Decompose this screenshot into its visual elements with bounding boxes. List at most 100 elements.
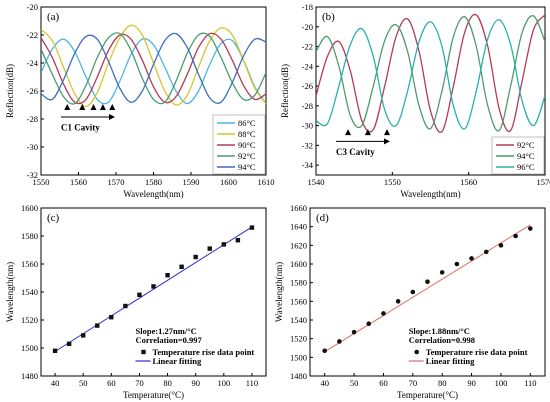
chart-panel-4: 40 50 60 70 80 90 100 110 1480 1500 1520 1540 1560 15… — [274, 203, 546, 400]
series-group — [316, 13, 545, 133]
x-tick-label: 1580 — [145, 177, 162, 187]
series-line-3 — [316, 19, 545, 130]
data-point — [137, 292, 142, 297]
x-tick-label: 90 — [467, 378, 476, 388]
y-axis-title: Wavelength(nm) — [274, 262, 284, 322]
panel-label: (c) — [47, 212, 60, 224]
data-point — [469, 256, 474, 261]
notch-marker — [345, 129, 352, 136]
stat-annotation: Slope:1.88nm/°C — [409, 326, 470, 336]
chart-panel-2: 1540 1550 1560 1570 -34 -32 -30 -28 -26 -24 -22 -20… — [280, 2, 550, 199]
y-tick-label: -30 — [27, 142, 38, 152]
stat-annotation: Slope:1.27nm/°C — [136, 326, 197, 336]
legend-point-swatch — [141, 349, 146, 355]
data-point — [52, 348, 58, 353]
notch-marker — [364, 129, 371, 136]
x-tick-label: 50 — [79, 378, 88, 388]
x-axis-title: Wavelength(nm) — [123, 189, 183, 199]
data-point — [151, 284, 156, 289]
y-tick-label: 1520 — [21, 315, 38, 325]
legend-label: Temperature rise data point — [153, 347, 255, 357]
series-group — [41, 24, 266, 108]
legend-label: 92°C — [517, 140, 535, 150]
series-line-3 — [41, 32, 266, 105]
panel-label: (d) — [316, 212, 329, 224]
legend-label: 86°C — [238, 118, 256, 128]
x-tick-label: 40 — [320, 378, 329, 388]
series-line-1 — [316, 13, 545, 133]
notch-marker — [99, 103, 106, 110]
x-tick-label: 1560 — [460, 177, 477, 187]
stat-annotation: Correlation=0.997 — [136, 335, 203, 345]
y-tick-label: 1580 — [21, 231, 38, 241]
legend-label: 90°C — [238, 140, 256, 150]
notch-marker — [64, 103, 71, 110]
y-tick-label: 1560 — [290, 296, 307, 306]
cavity-arrow-head — [109, 114, 115, 121]
data-point — [425, 279, 430, 285]
legend-label: Temperature rise data point — [426, 347, 528, 357]
data-point — [235, 238, 241, 243]
series-line-1 — [41, 38, 266, 105]
x-tick-label: 100 — [217, 378, 230, 388]
y-axis-title: Reflection(dB) — [280, 64, 290, 118]
data-point — [165, 273, 170, 278]
x-tick-label: 1570 — [108, 177, 125, 187]
data-point — [395, 299, 401, 304]
x-tick-label: 50 — [350, 378, 359, 388]
y-tick-label: -24 — [27, 58, 39, 68]
y-tick-label: 1540 — [290, 315, 307, 325]
data-point — [193, 254, 198, 260]
x-tick-label: 110 — [524, 378, 536, 388]
data-point — [410, 289, 416, 295]
y-tick-label: 1600 — [21, 203, 38, 213]
y-tick-label: -32 — [302, 140, 313, 150]
data-point — [381, 311, 386, 316]
data-point — [179, 264, 184, 269]
data-point — [513, 233, 518, 239]
cavity-label: C3 Cavity — [336, 147, 375, 157]
y-axis-title: Reflection(dB) — [5, 64, 15, 118]
x-tick-label: 1550 — [33, 177, 50, 187]
y-tick-label: 1560 — [21, 259, 38, 269]
y-tick-label: -30 — [302, 121, 313, 131]
y-tick-label: 1640 — [290, 222, 307, 232]
panel-label: (b) — [322, 11, 335, 23]
legend-label: Linear fitting — [153, 356, 202, 366]
y-tick-label: 1580 — [290, 278, 307, 288]
x-tick-label: 90 — [191, 378, 200, 388]
x-tick-label: 1560 — [70, 177, 87, 187]
y-tick-label: 1620 — [290, 240, 307, 250]
x-tick-label: 40 — [51, 378, 60, 388]
cavity-label: C1 Cavity — [61, 122, 100, 132]
data-point — [439, 270, 445, 275]
y-tick-label: -18 — [302, 2, 313, 12]
y-tick-label: -32 — [27, 170, 38, 180]
x-axis-title: Wavelength(nm) — [400, 189, 460, 199]
y-tick-label: -28 — [27, 114, 38, 124]
x-tick-label: 1550 — [384, 177, 401, 187]
x-tick-label: 1570 — [537, 177, 550, 187]
legend-point-swatch — [414, 349, 420, 355]
legend-label: 88°C — [238, 129, 256, 139]
x-tick-label: 80 — [438, 378, 447, 388]
x-tick-label: 1610 — [258, 177, 275, 187]
data-point — [80, 333, 86, 338]
y-tick-label: 1540 — [21, 287, 38, 297]
data-point — [95, 323, 100, 328]
x-tick-label: 1600 — [220, 177, 237, 187]
data-point — [366, 321, 372, 327]
x-tick-label: 70 — [409, 378, 418, 388]
chart-panel-1: 1550 1560 1570 1580 1590 1600 1610 -32 -30 -28 -26… — [5, 2, 275, 199]
y-tick-label: 1660 — [290, 203, 307, 213]
x-tick-label: 110 — [246, 378, 258, 388]
fit-line — [54, 226, 253, 352]
stat-annotation: Correlation=0.998 — [409, 335, 475, 345]
legend-label: 92°C — [238, 151, 256, 161]
x-axis-title: Temperature(°C) — [397, 390, 458, 400]
y-tick-label: 1480 — [290, 371, 307, 381]
y-tick-label: 1500 — [21, 343, 38, 353]
x-tick-label: 100 — [495, 378, 508, 388]
x-tick-label: 80 — [163, 378, 172, 388]
